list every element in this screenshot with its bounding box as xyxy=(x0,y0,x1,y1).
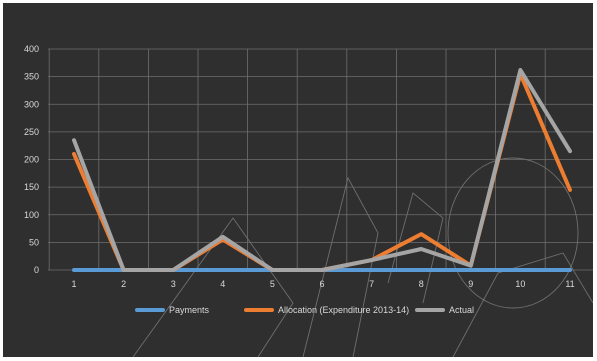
x-axis: 1 2 3 4 5 6 7 8 9 10 11 xyxy=(71,279,574,289)
series-lines xyxy=(72,68,572,272)
y-tick-label: 400 xyxy=(24,44,39,54)
x-tick-label: 8 xyxy=(419,279,424,289)
legend: Payments Allocation (Expenditure 2013-14)… xyxy=(135,305,474,315)
watermark xyxy=(132,157,593,357)
y-tick-label: 100 xyxy=(24,210,39,220)
x-tick-label: 3 xyxy=(171,279,176,289)
x-tick-label: 6 xyxy=(319,279,324,289)
y-tick-label: 200 xyxy=(24,155,39,165)
x-tick-label: 2 xyxy=(121,279,126,289)
y-tick-label: 300 xyxy=(24,99,39,109)
x-tick-label: 10 xyxy=(515,279,525,289)
gridlines xyxy=(48,48,593,271)
x-tick-label: 4 xyxy=(220,279,225,289)
y-tick-label: 250 xyxy=(24,127,39,137)
x-tick-label: 7 xyxy=(369,279,374,289)
x-tick-label: 1 xyxy=(71,279,76,289)
y-tick-label: 150 xyxy=(24,182,39,192)
y-tick-label: 0 xyxy=(34,265,39,275)
y-tick-label: 350 xyxy=(24,72,39,82)
legend-label: Allocation (Expenditure 2013-14) xyxy=(278,305,409,315)
legend-label: Actual xyxy=(449,305,474,315)
y-tick-label: 50 xyxy=(29,237,39,247)
x-tick-label: 9 xyxy=(468,279,473,289)
line-chart: 0 50 100 150 200 250 300 350 400 1 2 3 4 5 6 7 8 9 10 11 P… xyxy=(24,44,593,357)
x-tick-label: 11 xyxy=(565,279,574,289)
x-tick-label: 5 xyxy=(270,279,275,289)
chart-area: 0 50 100 150 200 250 300 350 400 1 2 3 4 5 6 7 8 9 10 11 P… xyxy=(3,3,593,357)
legend-label: Payments xyxy=(169,305,210,315)
y-axis: 0 50 100 150 200 250 300 350 400 xyxy=(24,44,39,275)
